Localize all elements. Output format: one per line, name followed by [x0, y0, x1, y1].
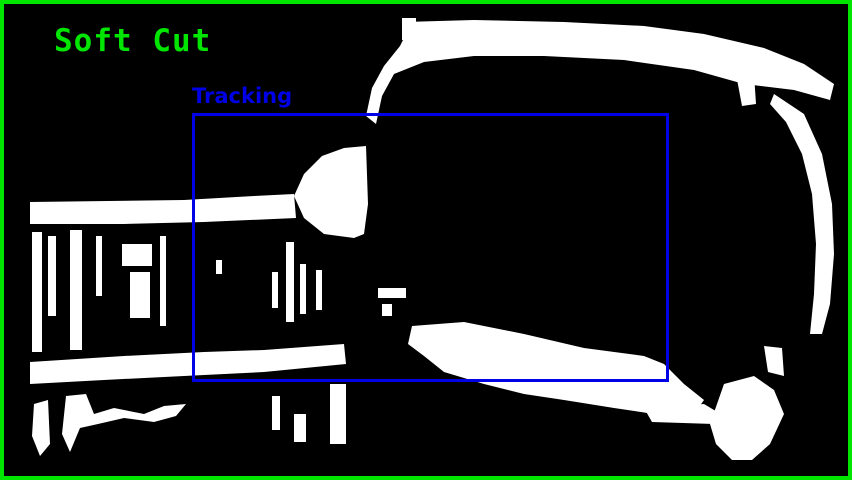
- mask-region-bottom-right: [710, 376, 784, 460]
- mask-region-post: [300, 264, 306, 314]
- mask-region-fragment: [382, 304, 392, 316]
- mask-region-right-spot: [736, 74, 756, 106]
- mask-region-top-arc: [366, 20, 834, 124]
- tracking-box: [192, 113, 669, 382]
- mask-region-bottom-right: [764, 346, 784, 376]
- mask-region-bottom-left: [272, 396, 280, 430]
- segmentation-mask: [30, 18, 834, 460]
- mask-region-fragment: [402, 18, 416, 40]
- mask-region-upper-bar: [30, 194, 296, 224]
- mask-region-post: [122, 244, 152, 266]
- mask-region-post: [96, 236, 102, 296]
- mode-label: Soft Cut: [54, 23, 212, 59]
- mask-region-dome: [294, 146, 368, 238]
- mask-region-post: [32, 232, 42, 352]
- mask-region-post: [272, 272, 278, 308]
- mask-region-bottom-left: [32, 400, 50, 456]
- mask-region-bottom-left: [62, 394, 186, 452]
- mask-region-post: [160, 236, 166, 326]
- mask-region-floor: [644, 404, 724, 424]
- mask-region-post: [216, 260, 222, 274]
- mask-region-post: [130, 272, 150, 318]
- mask-region-post: [316, 270, 322, 310]
- tracking-label: Tracking: [192, 84, 293, 108]
- mask-region-fragment: [378, 288, 406, 298]
- mask-region-bottom-left: [294, 414, 306, 442]
- mask-region-floor: [408, 322, 704, 414]
- mask-region-bottom-left: [330, 384, 346, 444]
- mask-region-post: [70, 230, 82, 350]
- mask-region-lower-bar: [30, 344, 346, 384]
- mask-region-right-curve: [770, 94, 834, 334]
- mask-region-post: [286, 242, 294, 322]
- mask-region-post: [48, 236, 56, 316]
